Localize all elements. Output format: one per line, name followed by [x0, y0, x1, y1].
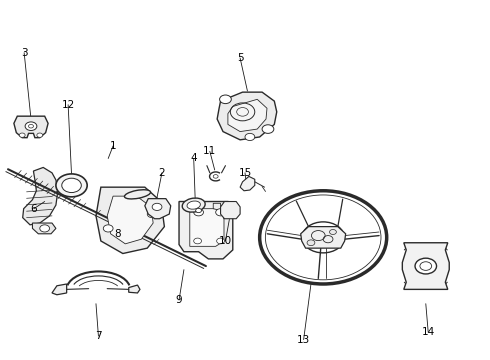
- Text: 2: 2: [159, 168, 165, 178]
- Polygon shape: [213, 203, 220, 211]
- Polygon shape: [220, 202, 240, 219]
- Circle shape: [19, 133, 25, 137]
- Circle shape: [40, 225, 49, 232]
- Polygon shape: [190, 209, 224, 246]
- Ellipse shape: [124, 190, 150, 199]
- Circle shape: [194, 209, 203, 216]
- Ellipse shape: [187, 201, 200, 209]
- Circle shape: [216, 209, 225, 216]
- Circle shape: [37, 133, 43, 137]
- Circle shape: [62, 178, 81, 193]
- Text: 15: 15: [238, 168, 252, 178]
- Text: 3: 3: [21, 48, 27, 58]
- Circle shape: [307, 240, 315, 246]
- Polygon shape: [52, 284, 67, 295]
- Polygon shape: [145, 199, 171, 219]
- Text: 7: 7: [95, 331, 102, 341]
- Circle shape: [262, 125, 274, 134]
- Text: 4: 4: [191, 153, 197, 163]
- Circle shape: [147, 211, 157, 218]
- Text: 8: 8: [115, 229, 121, 239]
- Circle shape: [330, 229, 336, 234]
- Text: 12: 12: [62, 100, 75, 110]
- Circle shape: [415, 258, 437, 274]
- Text: 1: 1: [110, 141, 117, 151]
- Circle shape: [103, 225, 113, 232]
- Polygon shape: [402, 243, 449, 289]
- Polygon shape: [240, 176, 255, 191]
- Circle shape: [196, 208, 201, 213]
- Polygon shape: [14, 116, 48, 138]
- Text: 11: 11: [203, 146, 217, 156]
- Text: 14: 14: [421, 327, 435, 337]
- Polygon shape: [107, 196, 153, 244]
- Polygon shape: [23, 167, 58, 225]
- Text: 10: 10: [219, 236, 232, 246]
- Polygon shape: [179, 202, 233, 259]
- Circle shape: [217, 238, 224, 244]
- Ellipse shape: [182, 198, 205, 212]
- Polygon shape: [96, 187, 164, 253]
- Text: 5: 5: [237, 53, 244, 63]
- Circle shape: [245, 134, 255, 140]
- Text: 9: 9: [176, 295, 182, 305]
- Text: 13: 13: [297, 334, 310, 345]
- Circle shape: [220, 95, 231, 104]
- Polygon shape: [217, 92, 277, 140]
- Polygon shape: [301, 226, 345, 248]
- Polygon shape: [228, 99, 267, 132]
- Text: 6: 6: [30, 204, 37, 214]
- Circle shape: [25, 122, 37, 131]
- Circle shape: [194, 238, 201, 244]
- Polygon shape: [129, 285, 140, 293]
- Circle shape: [152, 203, 162, 211]
- Polygon shape: [32, 223, 56, 234]
- Circle shape: [56, 174, 87, 197]
